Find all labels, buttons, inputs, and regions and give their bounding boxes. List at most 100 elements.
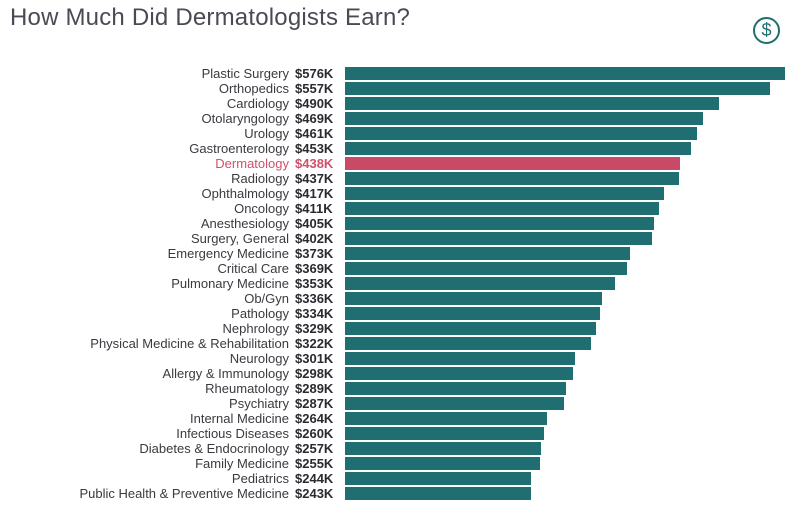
value-label: $322K [295, 336, 334, 351]
bar-row: Neurology $301K [0, 351, 800, 366]
bar [345, 307, 600, 320]
bar-row: Infectious Diseases $260K [0, 426, 800, 441]
value-label: $576K [295, 66, 334, 81]
bar-row: Critical Care $369K [0, 261, 800, 276]
category-label: Anesthesiology [200, 216, 289, 231]
value-label: $373K [295, 246, 334, 261]
bar [345, 97, 719, 110]
bar [345, 487, 531, 500]
bar [345, 142, 691, 155]
category-label: Nephrology [222, 321, 290, 336]
value-label: $334K [295, 306, 334, 321]
bar-row: Rheumatology $289K [0, 381, 800, 396]
bar [345, 202, 659, 215]
bar [345, 112, 703, 125]
value-label: $257K [295, 441, 334, 456]
bar [345, 127, 697, 140]
bar-row: Gastroenterology $453K [0, 141, 800, 156]
value-label: $289K [295, 381, 334, 396]
category-label: Plastic Surgery [201, 66, 289, 81]
value-label: $557K [295, 81, 334, 96]
bar [345, 472, 531, 485]
value-label: $329K [295, 321, 334, 336]
bar-row: Internal Medicine $264K [0, 411, 800, 426]
value-label: $255K [295, 456, 334, 471]
category-label: Public Health & Preventive Medicine [79, 486, 289, 501]
bar [345, 367, 573, 380]
bar-row: Radiology $437K [0, 171, 800, 186]
category-label: Dermatology [215, 156, 289, 171]
bar [345, 322, 596, 335]
value-label: $469K [295, 111, 334, 126]
bar-row: Ophthalmology $417K [0, 186, 800, 201]
bar-row: Cardiology $490K [0, 96, 800, 111]
bar-row: Physical Medicine & Rehabilitation $322K [0, 336, 800, 351]
category-label: Neurology [229, 351, 289, 366]
value-label: $264K [295, 411, 334, 426]
value-label: $438K [295, 156, 334, 171]
bar-row: Urology $461K [0, 126, 800, 141]
bar-row: Orthopedics $557K [0, 81, 800, 96]
bar-row: Diabetes & Endocrinology $257K [0, 441, 800, 456]
category-label: Family Medicine [195, 456, 289, 471]
category-label: Ob/Gyn [244, 291, 289, 306]
value-label: $298K [295, 366, 334, 381]
chart-title: How Much Did Dermatologists Earn? [10, 4, 411, 31]
bar [345, 157, 680, 170]
category-label: Diabetes & Endocrinology [139, 441, 289, 456]
bar-row: Dermatology $438K [0, 156, 800, 171]
bar [345, 352, 575, 365]
bar-row: Emergency Medicine $373K [0, 246, 800, 261]
bar-row: Anesthesiology $405K [0, 216, 800, 231]
bar-row: Ob/Gyn $336K [0, 291, 800, 306]
bar-row: Allergy & Immunology $298K [0, 366, 800, 381]
bar [345, 382, 566, 395]
bar-row: Pulmonary Medicine $353K [0, 276, 800, 291]
category-label: Otolaryngology [201, 111, 289, 126]
value-label: $411K [295, 201, 333, 216]
value-label: $461K [295, 126, 334, 141]
category-label: Surgery, General [190, 231, 289, 246]
value-label: $405K [295, 216, 334, 231]
bar [345, 67, 785, 80]
category-label: Psychiatry [229, 396, 289, 411]
category-label: Orthopedics [218, 81, 289, 96]
category-label: Allergy & Immunology [162, 366, 289, 381]
value-label: $244K [295, 471, 334, 486]
bar [345, 232, 652, 245]
value-label: $453K [295, 141, 334, 156]
category-label: Physical Medicine & Rehabilitation [90, 336, 289, 351]
bar-row: Pediatrics $244K [0, 471, 800, 486]
category-label: Ophthalmology [201, 186, 289, 201]
bar [345, 412, 547, 425]
value-label: $490K [295, 96, 334, 111]
category-label: Cardiology [226, 96, 289, 111]
bar [345, 442, 541, 455]
category-label: Urology [244, 126, 289, 141]
category-label: Emergency Medicine [167, 246, 289, 261]
category-label: Rheumatology [205, 381, 289, 396]
bar-row: Psychiatry $287K [0, 396, 800, 411]
category-label: Pathology [231, 306, 289, 321]
category-label: Oncology [234, 201, 289, 216]
bar [345, 172, 679, 185]
bar [345, 247, 630, 260]
category-label: Gastroenterology [189, 141, 289, 156]
bar [345, 262, 627, 275]
value-label: $243K [295, 486, 334, 501]
category-label: Internal Medicine [190, 411, 289, 426]
category-label: Pediatrics [231, 471, 289, 486]
category-label: Infectious Diseases [176, 426, 289, 441]
value-label: $287K [295, 396, 334, 411]
dollar-circle-icon: $ [753, 17, 780, 44]
bar [345, 337, 591, 350]
bar [345, 187, 664, 200]
value-label: $301K [295, 351, 334, 366]
bar [345, 292, 602, 305]
bar-row: Oncology $411K [0, 201, 800, 216]
value-label: $369K [295, 261, 334, 276]
bar-row: Family Medicine $255K [0, 456, 800, 471]
value-label: $336K [295, 291, 334, 306]
bar [345, 217, 654, 230]
value-label: $402K [295, 231, 334, 246]
